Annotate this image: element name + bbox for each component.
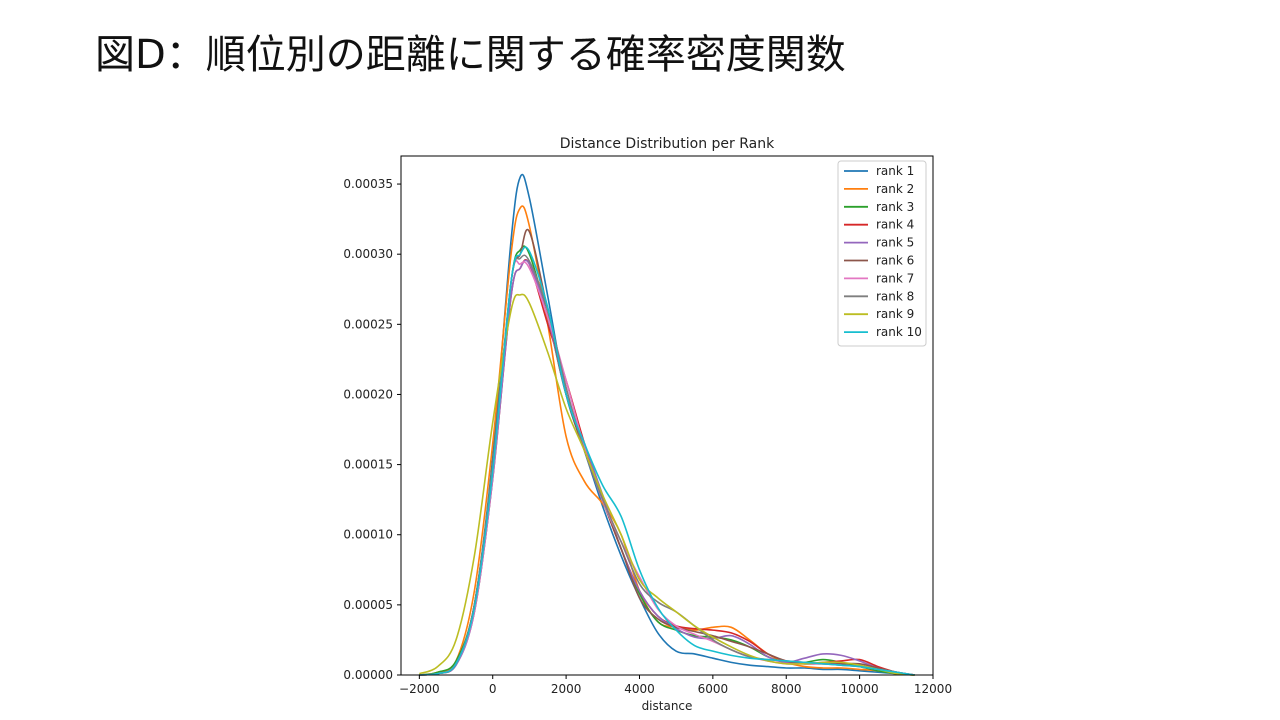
x-tick-label: 10000 (841, 682, 879, 696)
x-tick-label: 6000 (698, 682, 729, 696)
legend-label-rank-10: rank 10 (876, 325, 922, 339)
x-axis-ticks: −2000 0 2000 4000 6000 8000 10000 12000 (399, 675, 952, 696)
y-tick-label: 0.00025 (343, 317, 393, 331)
legend-label-rank-2: rank 2 (876, 182, 914, 196)
chart-title: Distance Distribution per Rank (560, 136, 775, 152)
density-curves (419, 173, 915, 676)
slide-title: 図D：順位別の距離に関する確率密度関数 (95, 32, 846, 78)
x-tick-label: 4000 (624, 682, 655, 696)
x-tick-label: −2000 (399, 682, 440, 696)
y-axis-ticks: 0.00000 0.00005 0.00010 0.00015 0.00020 0.000… (343, 177, 401, 682)
legend-label-rank-3: rank 3 (876, 200, 914, 214)
legend-label-rank-8: rank 8 (876, 289, 914, 303)
x-tick-label: 0 (489, 682, 497, 696)
x-axis-label: distance (642, 699, 693, 713)
legend-label-rank-1: rank 1 (876, 164, 914, 178)
y-tick-label: 0.00015 (343, 458, 393, 472)
legend-label-rank-9: rank 9 (876, 307, 914, 321)
y-tick-label: 0.00005 (343, 598, 393, 612)
y-tick-label: 0.00010 (343, 528, 393, 542)
legend-label-rank-4: rank 4 (876, 218, 914, 232)
y-tick-label: 0.00020 (343, 387, 393, 401)
legend-label-rank-7: rank 7 (876, 271, 914, 285)
y-tick-label: 0.00000 (343, 668, 393, 682)
y-tick-label: 0.00030 (343, 247, 393, 261)
plot-frame (400, 155, 934, 676)
series-line-rank-10 (419, 246, 915, 676)
legend: rank 1 rank 2 rank 3 rank 4 rank 5 rank 6 rank… (837, 160, 927, 347)
x-tick-label: 8000 (771, 682, 802, 696)
legend-label-rank-6: rank 6 (876, 254, 914, 268)
x-tick-label: 2000 (551, 682, 582, 696)
y-tick-label: 0.00035 (343, 177, 393, 191)
legend-label-rank-5: rank 5 (876, 236, 914, 250)
x-tick-label: 12000 (914, 682, 952, 696)
